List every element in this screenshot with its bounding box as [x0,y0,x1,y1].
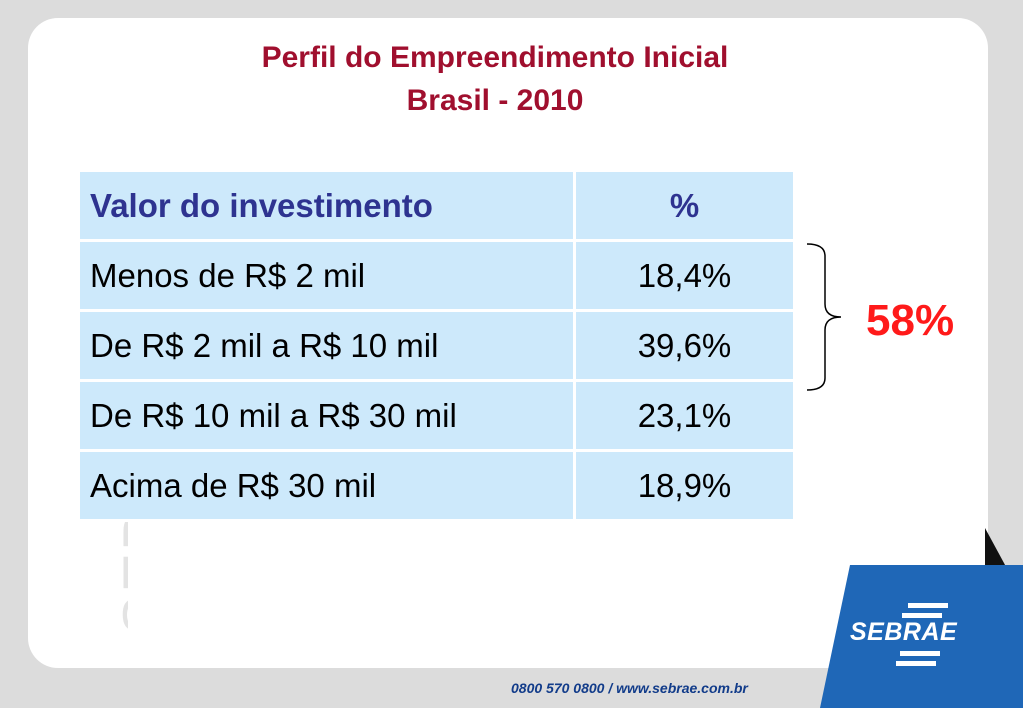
title-line-2: Brasil - 2010 [406,84,584,117]
table-row: Menos de R$ 2 mil 18,4% [77,239,796,312]
column-header-value: Valor do investimento [77,169,576,242]
sebrae-logo [820,565,1023,708]
combined-percent: 58% [866,296,955,345]
table-row: De R$ 2 mil a R$ 10 mil 39,6% [77,309,796,382]
row-percent: 18,4% [573,239,796,312]
title-line-1: Perfil do Empreendimento Inicial [261,41,729,74]
logo-text: SEBRAE [850,618,958,646]
row-label: Acima de R$ 30 mil [77,449,576,522]
table-header-row: Valor do investimento % [77,169,796,242]
column-header-percent: % [573,169,796,242]
row-percent: 18,9% [573,449,796,522]
row-label: De R$ 2 mil a R$ 10 mil [77,309,576,382]
investment-table: Valor do investimento % Menos de R$ 2 mi… [77,169,796,522]
row-percent: 23,1% [573,379,796,452]
right-brace-icon [806,243,842,391]
row-label: De R$ 10 mil a R$ 30 mil [77,379,576,452]
row-label: Menos de R$ 2 mil [77,239,576,312]
footer-contact: 0800 570 0800 / www.sebrae.com.br [511,680,748,696]
table-row: Acima de R$ 30 mil 18,9% [77,449,796,522]
table-row: De R$ 10 mil a R$ 30 mil 23,1% [77,379,796,452]
slide-title: Perfil do Empreendimento Inicial Brasil … [0,36,990,122]
row-percent: 39,6% [573,309,796,382]
